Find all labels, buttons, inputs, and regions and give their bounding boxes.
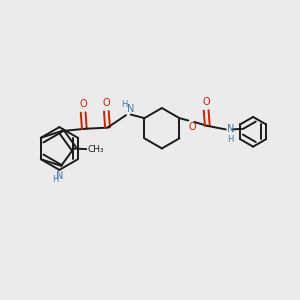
Text: H: H — [122, 100, 128, 109]
Text: O: O — [202, 97, 210, 107]
Text: N: N — [56, 171, 63, 181]
Text: O: O — [103, 98, 110, 108]
Text: H: H — [227, 135, 233, 144]
Text: O: O — [79, 99, 87, 109]
Text: N: N — [227, 124, 234, 134]
Text: CH₃: CH₃ — [87, 145, 104, 154]
Text: O: O — [188, 122, 196, 132]
Text: N: N — [127, 104, 134, 114]
Text: H: H — [52, 175, 59, 184]
